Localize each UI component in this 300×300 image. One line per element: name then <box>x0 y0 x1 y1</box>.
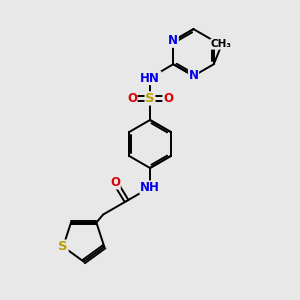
Text: S: S <box>58 240 68 253</box>
Text: O: O <box>163 92 173 105</box>
Text: CH₃: CH₃ <box>211 39 232 49</box>
Text: HN: HN <box>140 71 160 85</box>
Text: NH: NH <box>140 181 160 194</box>
Text: N: N <box>168 34 178 47</box>
Text: H: H <box>146 73 154 83</box>
Text: N: N <box>188 69 199 82</box>
Text: N: N <box>151 71 161 85</box>
Text: O: O <box>127 92 137 105</box>
Text: S: S <box>145 92 155 105</box>
Text: O: O <box>110 176 120 189</box>
